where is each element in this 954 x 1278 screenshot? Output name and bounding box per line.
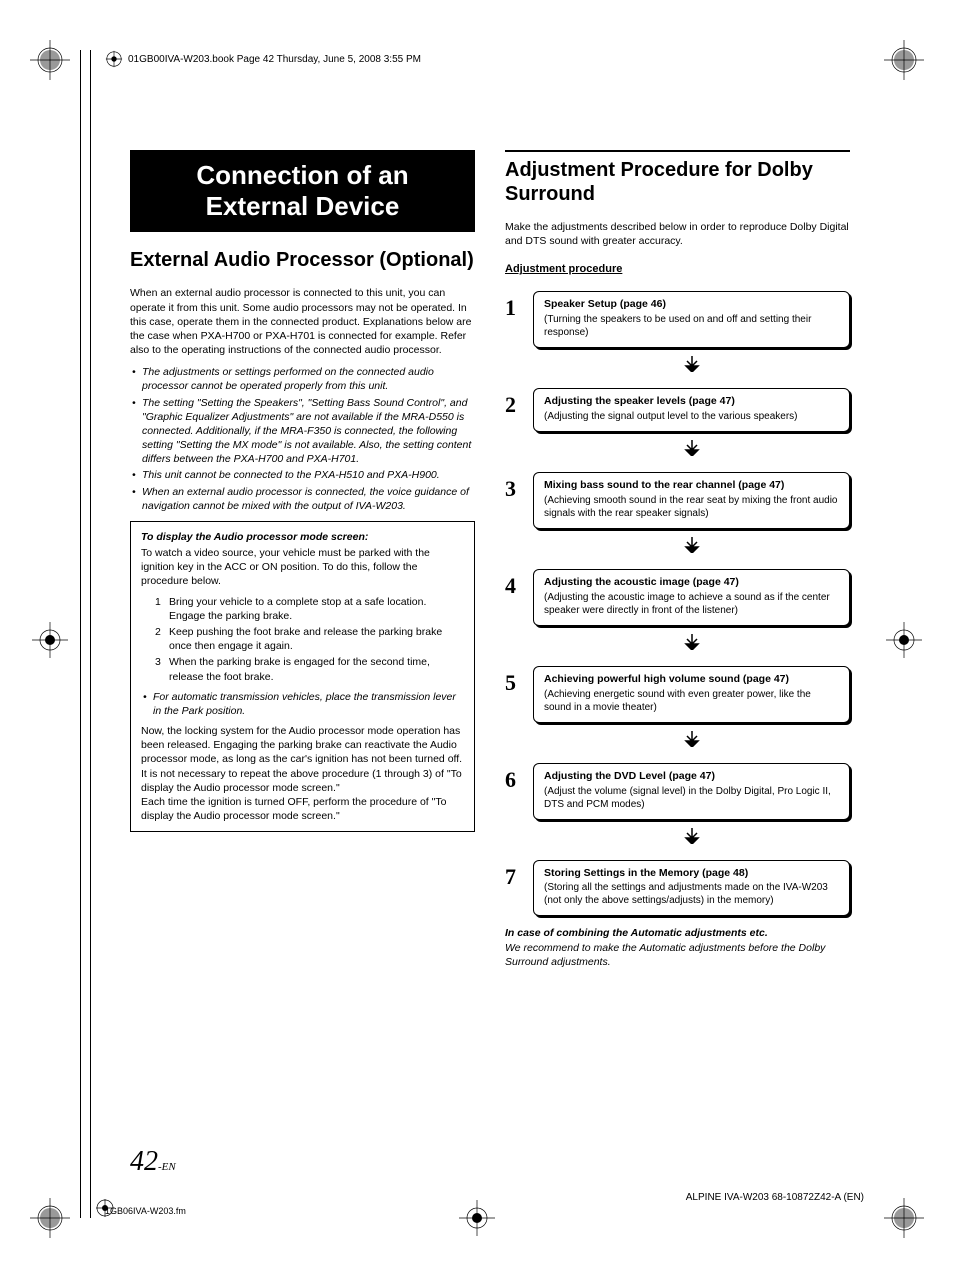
step-number: 3 xyxy=(505,472,523,529)
step-number: 7 xyxy=(505,860,523,917)
note-body: We recommend to make the Automatic adjus… xyxy=(505,941,850,969)
step-row: 1 Speaker Setup (page 46) (Turning the s… xyxy=(505,291,850,348)
footer-file: 1GB06IVA-W203.fm xyxy=(105,1206,186,1216)
step-box: Adjusting the DVD Level (page 47) (Adjus… xyxy=(533,763,850,820)
reg-mark-tr xyxy=(884,40,924,80)
page-num-suffix: -EN xyxy=(158,1161,176,1173)
step-desc: (Storing all the settings and adjustment… xyxy=(544,881,839,907)
arrow-down-icon xyxy=(533,632,850,656)
reg-mark-bl xyxy=(30,1198,70,1238)
adj-sub-heading: Adjustment procedure xyxy=(505,262,850,277)
step-box: Speaker Setup (page 46) (Turning the spe… xyxy=(533,291,850,348)
page-num-value: 42 xyxy=(130,1146,158,1177)
step-title: Achieving powerful high volume sound (pa… xyxy=(544,673,839,687)
step-desc: (Achieving smooth sound in the rear seat… xyxy=(544,494,839,520)
step-row: 3 Mixing bass sound to the rear channel … xyxy=(505,472,850,529)
proc-step: 3When the parking brake is engaged for t… xyxy=(155,655,464,683)
arrow-down-icon xyxy=(533,354,850,378)
note-title: In case of combining the Automatic adjus… xyxy=(505,926,850,940)
header-text: 01GB00IVA-W203.book Page 42 Thursday, Ju… xyxy=(128,54,421,65)
arrow-down-icon xyxy=(533,535,850,559)
page-header: 01GB00IVA-W203.book Page 42 Thursday, Ju… xyxy=(105,50,864,68)
step-row: 6 Adjusting the DVD Level (page 47) (Adj… xyxy=(505,763,850,820)
right-column: Adjustment Procedure for Dolby Surround … xyxy=(505,150,850,969)
bullet-item: When an external audio processor is conn… xyxy=(130,485,475,513)
proc-step: 2Keep pushing the foot brake and release… xyxy=(155,625,464,653)
step-box-wrap: Speaker Setup (page 46) (Turning the spe… xyxy=(533,291,850,348)
banner-line1: Connection of an xyxy=(144,160,461,191)
reg-mark-br xyxy=(884,1198,924,1238)
proc-body2: Now, the locking system for the Audio pr… xyxy=(141,724,464,795)
step-box-wrap: Mixing bass sound to the rear channel (p… xyxy=(533,472,850,529)
reg-mark-tl xyxy=(30,40,70,80)
step-box: Adjusting the acoustic image (page 47) (… xyxy=(533,569,850,626)
arrow-down-icon xyxy=(533,729,850,753)
arrow-down-icon xyxy=(533,826,850,850)
step-row: 2 Adjusting the speaker levels (page 47)… xyxy=(505,388,850,432)
intro-text: When an external audio processor is conn… xyxy=(130,286,475,357)
step-row: 7 Storing Settings in the Memory (page 4… xyxy=(505,860,850,917)
step-box-wrap: Adjusting the DVD Level (page 47) (Adjus… xyxy=(533,763,850,820)
chapter-banner: Connection of an External Device xyxy=(130,150,475,232)
step-number: 6 xyxy=(505,763,523,820)
step-desc: (Adjusting the acoustic image to achieve… xyxy=(544,591,839,617)
step-number: 2 xyxy=(505,388,523,432)
step-title: Storing Settings in the Memory (page 48) xyxy=(544,867,839,881)
step-title: Adjusting the DVD Level (page 47) xyxy=(544,770,839,784)
proc-heading: To display the Audio processor mode scre… xyxy=(141,530,464,544)
step-box: Storing Settings in the Memory (page 48)… xyxy=(533,860,850,917)
section-title-left: External Audio Processor (Optional) xyxy=(130,248,475,272)
step-box-wrap: Storing Settings in the Memory (page 48)… xyxy=(533,860,850,917)
section-title-right: Adjustment Procedure for Dolby Surround xyxy=(505,158,850,206)
step-desc: (Turning the speakers to be used on and … xyxy=(544,313,839,339)
step-box-wrap: Achieving powerful high volume sound (pa… xyxy=(533,666,850,723)
procedure-box: To display the Audio processor mode scre… xyxy=(130,521,475,832)
adj-intro: Make the adjustments described below in … xyxy=(505,220,850,248)
step-box-wrap: Adjusting the speaker levels (page 47) (… xyxy=(533,388,850,432)
step-desc: (Adjust the volume (signal level) in the… xyxy=(544,785,839,811)
sub-bullet-item: For automatic transmission vehicles, pla… xyxy=(141,690,464,718)
footer-model: ALPINE IVA-W203 68-10872Z42-A (EN) xyxy=(686,1192,864,1203)
step-row: 5 Achieving powerful high volume sound (… xyxy=(505,666,850,723)
step-desc: (Adjusting the signal output level to th… xyxy=(544,410,839,423)
arrow-down-icon xyxy=(533,438,850,462)
step-title: Speaker Setup (page 46) xyxy=(544,298,839,312)
step-row: 4 Adjusting the acoustic image (page 47)… xyxy=(505,569,850,626)
proc-steps: 1Bring your vehicle to a complete stop a… xyxy=(141,595,464,684)
proc-step: 1Bring your vehicle to a complete stop a… xyxy=(155,595,464,623)
reg-mark-mr xyxy=(884,620,924,660)
step-title: Adjusting the acoustic image (page 47) xyxy=(544,576,839,590)
page-number: 42-EN xyxy=(130,1146,176,1178)
steps-container: 1 Speaker Setup (page 46) (Turning the s… xyxy=(505,291,850,916)
step-box: Mixing bass sound to the rear channel (p… xyxy=(533,472,850,529)
book-mark-icon xyxy=(105,50,123,68)
left-column: Connection of an External Device Externa… xyxy=(130,150,475,969)
step-box-wrap: Adjusting the acoustic image (page 47) (… xyxy=(533,569,850,626)
proc-body3: Each time the ignition is turned OFF, pe… xyxy=(141,795,464,823)
proc-sub-bullet: For automatic transmission vehicles, pla… xyxy=(141,690,464,718)
step-number: 4 xyxy=(505,569,523,626)
step-number: 5 xyxy=(505,666,523,723)
bullet-item: The setting "Setting the Speakers", "Set… xyxy=(130,396,475,467)
step-box: Adjusting the speaker levels (page 47) (… xyxy=(533,388,850,432)
bullet-item: This unit cannot be connected to the PXA… xyxy=(130,468,475,482)
reg-mark-ml xyxy=(30,620,70,660)
section-rule xyxy=(505,150,850,152)
page-content: Connection of an External Device Externa… xyxy=(130,150,864,969)
step-number: 1 xyxy=(505,291,523,348)
step-title: Adjusting the speaker levels (page 47) xyxy=(544,395,839,409)
step-title: Mixing bass sound to the rear channel (p… xyxy=(544,479,839,493)
banner-line2: External Device xyxy=(144,191,461,222)
bullet-item: The adjustments or settings performed on… xyxy=(130,365,475,393)
step-desc: (Achieving energetic sound with even gre… xyxy=(544,688,839,714)
proc-lead: To watch a video source, your vehicle mu… xyxy=(141,546,464,589)
caution-bullets: The adjustments or settings performed on… xyxy=(130,365,475,513)
reg-mark-bc xyxy=(457,1198,497,1238)
step-box: Achieving powerful high volume sound (pa… xyxy=(533,666,850,723)
